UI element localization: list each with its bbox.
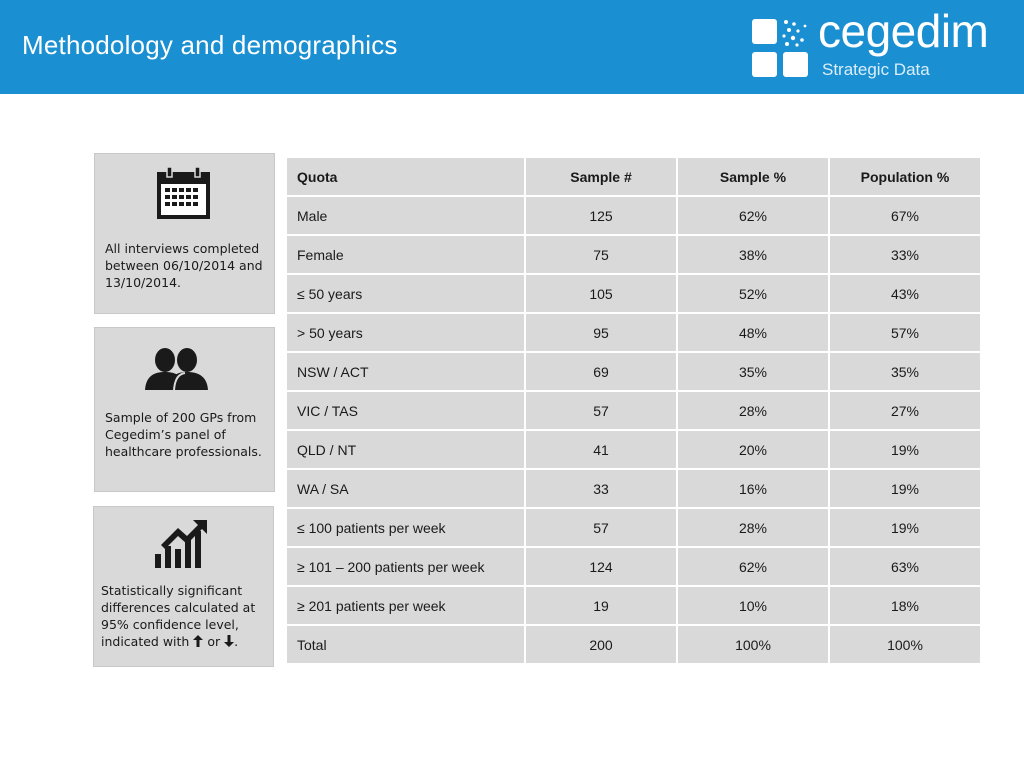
cegedim-logo: cegedim Strategic Data — [752, 5, 1012, 85]
cell-population-percent: 27% — [830, 392, 980, 431]
cell-population-percent: 57% — [830, 314, 980, 353]
table-row: Male 125 62% 67% — [287, 197, 980, 236]
cell-quota: WA / SA — [287, 470, 526, 509]
cell-sample-percent: 28% — [678, 509, 830, 548]
card-text: Sample of 200 GPs from Cegedim’s panel o… — [105, 410, 262, 459]
cell-population-percent: 67% — [830, 197, 980, 236]
calendar-icon — [157, 166, 210, 219]
cell-population-percent: 19% — [830, 509, 980, 548]
table-row: ≥ 201 patients per week 19 10% 18% — [287, 587, 980, 626]
info-card-dates: All interviews completed between 06/10/2… — [94, 153, 275, 314]
header-quota: Quota — [287, 158, 526, 197]
table-header-row: Quota Sample # Sample % Population % — [287, 158, 980, 197]
chart-growth-icon — [155, 520, 207, 568]
header-sample-percent: Sample % — [678, 158, 830, 197]
cell-sample-count: 75 — [526, 236, 678, 275]
cell-sample-percent: 38% — [678, 236, 830, 275]
cell-sample-count: 125 — [526, 197, 678, 236]
arrow-up-icon — [193, 635, 204, 647]
table-row: > 50 years 95 48% 57% — [287, 314, 980, 353]
cell-sample-percent: 48% — [678, 314, 830, 353]
cell-quota: QLD / NT — [287, 431, 526, 470]
card-text-or: or — [207, 634, 221, 649]
cell-population-percent: 19% — [830, 470, 980, 509]
cell-sample-percent: 52% — [678, 275, 830, 314]
cell-population-percent: 35% — [830, 353, 980, 392]
cell-quota: Total — [287, 626, 526, 663]
cell-sample-percent: 62% — [678, 548, 830, 587]
header-bar: Methodology and demographics cegedim Str… — [0, 0, 1024, 94]
cell-sample-count: 105 — [526, 275, 678, 314]
cell-quota: Female — [287, 236, 526, 275]
table-row: ≥ 101 – 200 patients per week 124 62% 63… — [287, 548, 980, 587]
table-row: VIC / TAS 57 28% 27% — [287, 392, 980, 431]
card-text: Statistically significant differences ca… — [101, 582, 266, 650]
cell-sample-percent: 100% — [678, 626, 830, 663]
logo-dots-icon — [782, 20, 807, 47]
logo-square — [783, 52, 808, 77]
cell-sample-percent: 16% — [678, 470, 830, 509]
cell-sample-percent: 62% — [678, 197, 830, 236]
table-row: NSW / ACT 69 35% 35% — [287, 353, 980, 392]
info-card-sample: Sample of 200 GPs from Cegedim’s panel o… — [94, 327, 275, 492]
table-row: Female 75 38% 33% — [287, 236, 980, 275]
cell-sample-count: 95 — [526, 314, 678, 353]
cell-quota: VIC / TAS — [287, 392, 526, 431]
logo-subtitle: Strategic Data — [822, 60, 930, 79]
header-sample-count: Sample # — [526, 158, 678, 197]
cell-quota: Male — [287, 197, 526, 236]
logo-square — [752, 52, 777, 77]
card-text-main: Statistically significant differences ca… — [101, 583, 256, 649]
cell-sample-count: 200 — [526, 626, 678, 663]
people-icon — [145, 348, 208, 391]
quota-table: Quota Sample # Sample % Population % Mal… — [287, 158, 980, 663]
cell-quota: ≥ 201 patients per week — [287, 587, 526, 626]
cell-sample-percent: 10% — [678, 587, 830, 626]
cell-sample-count: 69 — [526, 353, 678, 392]
header-population-percent: Population % — [830, 158, 980, 197]
cell-sample-percent: 35% — [678, 353, 830, 392]
cell-sample-percent: 28% — [678, 392, 830, 431]
card-text: All interviews completed between 06/10/2… — [105, 241, 263, 290]
cell-sample-count: 124 — [526, 548, 678, 587]
table-row-total: Total 200 100% 100% — [287, 626, 980, 663]
cell-population-percent: 19% — [830, 431, 980, 470]
cell-population-percent: 18% — [830, 587, 980, 626]
cell-sample-percent: 20% — [678, 431, 830, 470]
card-text-end: . — [234, 634, 239, 649]
cell-population-percent: 100% — [830, 626, 980, 663]
cell-quota: NSW / ACT — [287, 353, 526, 392]
cell-quota: ≤ 100 patients per week — [287, 509, 526, 548]
cell-sample-count: 19 — [526, 587, 678, 626]
logo-brand-text: cegedim — [818, 5, 989, 57]
info-card-significance: Statistically significant differences ca… — [93, 506, 274, 667]
cell-quota: > 50 years — [287, 314, 526, 353]
arrow-down-icon — [224, 635, 235, 647]
page-title: Methodology and demographics — [22, 30, 398, 60]
cell-population-percent: 63% — [830, 548, 980, 587]
cell-population-percent: 43% — [830, 275, 980, 314]
cell-population-percent: 33% — [830, 236, 980, 275]
table-row: WA / SA 33 16% 19% — [287, 470, 980, 509]
cell-quota: ≥ 101 – 200 patients per week — [287, 548, 526, 587]
cell-sample-count: 57 — [526, 509, 678, 548]
cell-quota: ≤ 50 years — [287, 275, 526, 314]
cell-sample-count: 33 — [526, 470, 678, 509]
table-row: ≤ 100 patients per week 57 28% 19% — [287, 509, 980, 548]
table-row: QLD / NT 41 20% 19% — [287, 431, 980, 470]
cell-sample-count: 57 — [526, 392, 678, 431]
table-row: ≤ 50 years 105 52% 43% — [287, 275, 980, 314]
logo-square — [752, 19, 777, 44]
cell-sample-count: 41 — [526, 431, 678, 470]
